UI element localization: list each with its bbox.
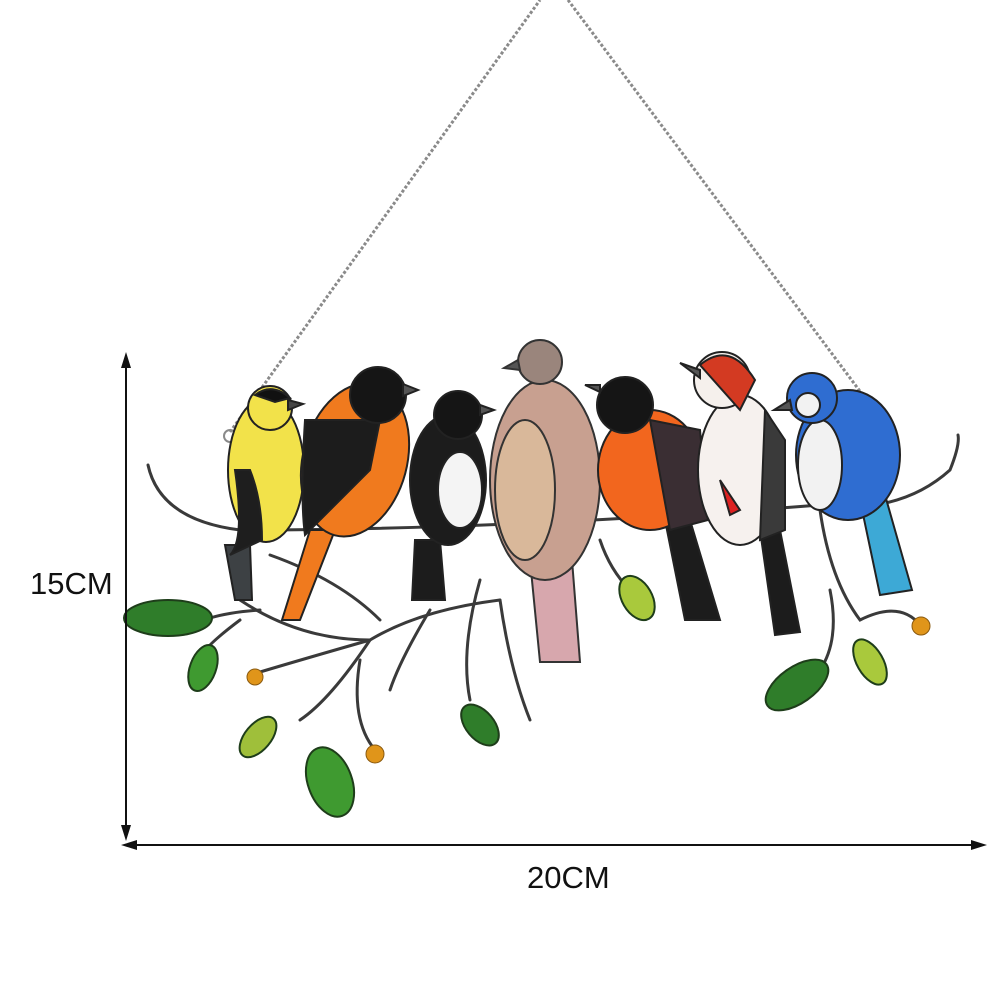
leaf: [764, 658, 830, 712]
height-dimension-arrow: [121, 352, 131, 841]
bird-oriole: [280, 366, 421, 621]
leaf: [123, 599, 213, 637]
berry: [365, 744, 385, 764]
bird-robin: [584, 376, 722, 621]
height-label: 15CM: [30, 566, 113, 601]
bird-goldfinch: [223, 385, 307, 601]
leaf: [187, 644, 219, 692]
bird-blue-jay: [770, 372, 914, 597]
berry: [911, 616, 931, 636]
bird-chickadee: [409, 390, 497, 601]
leaf: [304, 746, 356, 818]
width-dimension-arrow: [121, 840, 987, 850]
leaves: [123, 574, 888, 818]
bird-woodpecker: [679, 351, 802, 637]
berries: [246, 616, 931, 764]
leaf: [618, 574, 656, 622]
berry: [246, 668, 264, 686]
leaf: [852, 638, 888, 686]
width-label: 20CM: [527, 860, 610, 895]
bird-dove: [489, 339, 601, 663]
leaf: [238, 715, 278, 759]
leaf: [460, 703, 500, 747]
